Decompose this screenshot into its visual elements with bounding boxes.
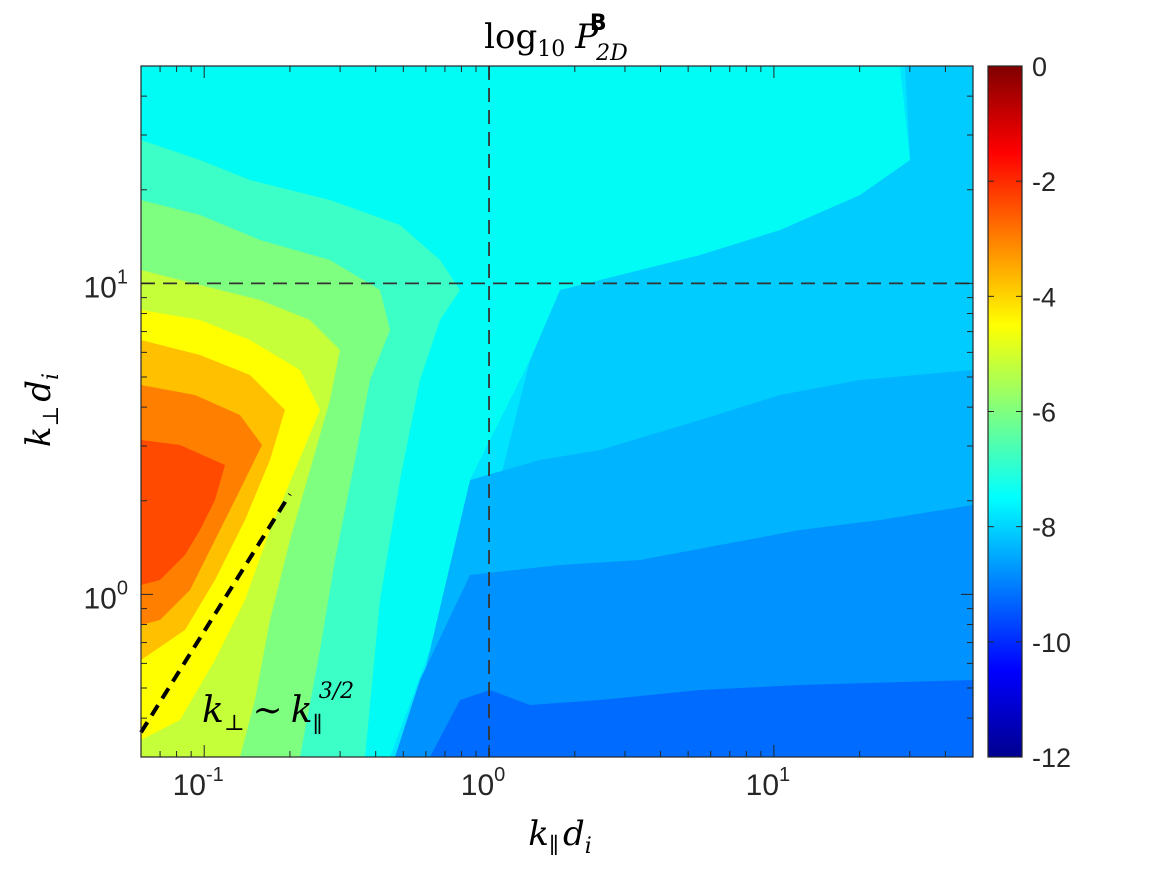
colorbar-tick-label: -12 <box>1032 743 1071 773</box>
contour-level-12 <box>430 680 973 757</box>
heatmap-area <box>141 66 973 757</box>
chart-title: log10 P2DB <box>484 11 628 66</box>
plot-overlay <box>139 66 973 757</box>
contour-level-1 <box>141 440 225 585</box>
colorbar-tick-label: -2 <box>1032 167 1056 197</box>
y-axis-label: k⊥di <box>19 373 64 447</box>
y-tick-label: 100 <box>84 577 129 615</box>
y-tick-label: 101 <box>84 266 129 304</box>
colorbar-tick-label: 0 <box>1032 52 1047 82</box>
x-tick-label: 101 <box>746 764 791 802</box>
colorbar-ticks: 0 -2 -4 -6 -8 -10 -12 <box>988 52 1071 773</box>
annotation-label: k⊥ ∼ k∥3/2 <box>202 679 354 738</box>
scaling-law-line <box>139 493 292 734</box>
colorbar-tick-label: -6 <box>1032 398 1056 428</box>
colorbar-tick-label: -8 <box>1032 513 1056 543</box>
x-tick-label: 10-1 <box>173 764 224 802</box>
axes-frame <box>140 65 974 758</box>
colorbar-tick-label: -10 <box>1032 628 1071 658</box>
axis-tick-labels: 10-1 100 101 100 101 <box>84 266 791 802</box>
x-tick-label: 100 <box>461 764 506 802</box>
x-axis-label: k∥ di <box>528 814 592 859</box>
axis-ticks <box>140 65 974 758</box>
colorbar-tick-label: -4 <box>1032 282 1056 312</box>
